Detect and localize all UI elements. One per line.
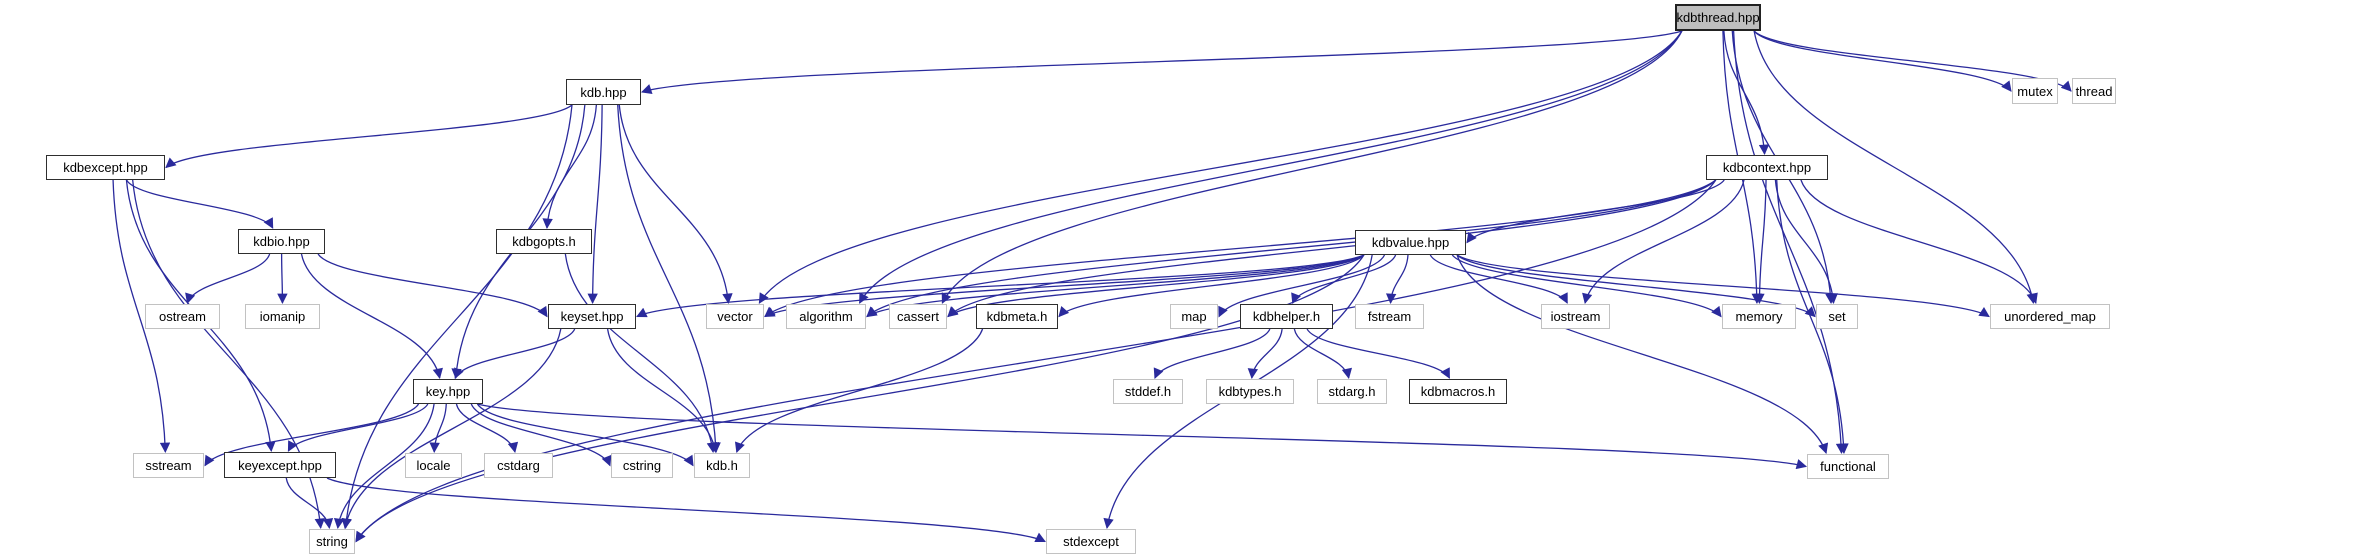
graph-edge-kdb-hpp-to-kdbgopts-h (542, 104, 598, 230)
graph-edge-kdbvalue-hpp-to-fstream (1385, 254, 1409, 305)
graph-edge-kdbcontext-hpp-to-unordered-map (1800, 179, 2038, 304)
node-sstream: sstream (133, 453, 204, 478)
node-kdbexcept-hpp[interactable]: kdbexcept.hpp (46, 155, 165, 180)
graph-edge-kdbcontext-hpp-to-cassert (947, 179, 1717, 318)
node-kdbvalue-hpp[interactable]: kdbvalue.hpp (1355, 230, 1466, 255)
node-key-hpp[interactable]: key.hpp (413, 379, 483, 404)
graph-edge-kdbcontext-hpp-to-algorithm (866, 179, 1717, 318)
graph-edge-key-hpp-to-kdb-h (476, 403, 694, 467)
graph-edge-key-hpp-to-functional (477, 403, 1808, 470)
node-cassert: cassert (889, 304, 947, 329)
graph-edge-kdbcontext-hpp-to-string (355, 179, 1717, 543)
node-kdbmacros-h[interactable]: kdbmacros.h (1409, 379, 1507, 404)
node-functional: functional (1807, 454, 1889, 479)
graph-edge-keyset-hpp-to-key-hpp (454, 328, 576, 379)
graph-edge-kdbvalue-hpp-to-map (1218, 254, 1386, 318)
graph-edge-kdbvalue-hpp-to-keyset-hpp (636, 254, 1365, 318)
node-kdbcontext-hpp[interactable]: kdbcontext.hpp (1706, 155, 1828, 180)
graph-edge-key-hpp-to-keyexcept-hpp (287, 403, 429, 452)
node-thread: thread (2072, 78, 2116, 104)
graph-edge-kdbvalue-hpp-to-kdbhelper-h (1291, 254, 1397, 304)
node-set: set (1816, 304, 1858, 329)
node-memory: memory (1722, 304, 1796, 329)
node-string: string (309, 529, 355, 554)
graph-edge-kdbcontext-hpp-to-set (1774, 179, 1838, 305)
graph-edge-kdbio-hpp-to-ostream (185, 253, 271, 304)
node-unordered-map: unordered_map (1990, 304, 2110, 329)
graph-edge-kdbgopts-h-to-kdb-h (564, 253, 718, 454)
node-keyexcept-hpp[interactable]: keyexcept.hpp (224, 452, 336, 478)
graph-edge-kdbhelper-h-to-stdarg-h (1293, 328, 1352, 380)
node-algorithm: algorithm (786, 304, 866, 329)
node-fstream: fstream (1355, 304, 1424, 329)
graph-edge-key-hpp-to-locale (429, 403, 447, 454)
node-stddef-h: stddef.h (1113, 379, 1183, 404)
graph-edge-kdbcontext-hpp-to-vector (764, 179, 1717, 318)
graph-edge-kdbhelper-h-to-kdbtypes-h (1247, 328, 1283, 380)
graph-edge-key-hpp-to-sstream (204, 403, 420, 467)
graph-edge-kdbvalue-hpp-to-unordered-map (1456, 254, 1990, 318)
graph-edge-kdbhelper-h-to-stddef-h (1153, 328, 1271, 379)
node-map: map (1170, 304, 1218, 329)
graph-edge-kdbvalue-hpp-to-kdbmeta-h (1058, 254, 1365, 318)
graph-edge-kdb-hpp-to-vector (618, 104, 733, 305)
graph-edge-kdbhelper-h-to-kdbmacros-h (1306, 328, 1451, 379)
graph-edge-kdbvalue-hpp-to-iostream (1429, 254, 1568, 304)
node-ostream: ostream (145, 304, 220, 329)
graph-edge-kdbthread-hpp-to-unordered-map (1753, 30, 2037, 305)
node-stdexcept: stdexcept (1046, 529, 1136, 554)
node-kdbhelper-h[interactable]: kdbhelper.h (1240, 304, 1333, 329)
graph-edge-kdbexcept-hpp-to-sstream (112, 179, 171, 454)
graph-edge-kdbexcept-hpp-to-kdbio-hpp (126, 179, 274, 229)
node-kdb-hpp[interactable]: kdb.hpp (566, 79, 641, 105)
graph-edge-keyexcept-hpp-to-stdexcept (326, 477, 1046, 543)
node-iomanip: iomanip (245, 304, 320, 329)
graph-edge-keyset-hpp-to-kdb-h (606, 328, 720, 454)
graph-edge-kdb-hpp-to-kdbexcept-hpp (165, 104, 573, 169)
graph-edge-key-hpp-to-cstring (470, 403, 612, 467)
node-kdbio-hpp[interactable]: kdbio.hpp (238, 229, 325, 254)
node-kdb-h: kdb.h (694, 453, 750, 478)
node-cstdarg: cstdarg (484, 453, 553, 478)
graph-edge-key-hpp-to-string (333, 403, 435, 530)
node-keyset-hpp[interactable]: keyset.hpp (548, 304, 636, 329)
graph-edge-kdbvalue-hpp-to-memory (1451, 254, 1722, 318)
node-kdbthread-hpp: kdbthread.hpp (1675, 4, 1761, 31)
graph-edge-kdbio-hpp-to-key-hpp (300, 253, 443, 380)
graph-edge-kdbio-hpp-to-iomanip (277, 253, 288, 305)
graph-edge-kdbvalue-hpp-to-functional (1456, 254, 1829, 454)
graph-edge-keyexcept-hpp-to-string (285, 477, 334, 530)
graph-edge-kdbthread-hpp-to-mutex (1753, 30, 2012, 92)
graph-edge-kdb-hpp-to-string (341, 104, 573, 530)
node-kdbtypes-h: kdbtypes.h (1206, 379, 1294, 404)
node-iostream: iostream (1541, 304, 1610, 329)
graph-edge-kdb-hpp-to-keyset-hpp (587, 104, 603, 305)
node-locale: locale (405, 453, 462, 478)
node-kdbgopts-h[interactable]: kdbgopts.h (496, 229, 592, 254)
node-kdbmeta-h[interactable]: kdbmeta.h (976, 304, 1058, 329)
node-cstring: cstring (611, 453, 673, 478)
graph-edge-key-hpp-to-cstdarg (455, 403, 519, 454)
node-mutex: mutex (2012, 78, 2058, 104)
graph-edge-keyset-hpp-to-string (341, 328, 562, 530)
graph-edge-kdbcontext-hpp-to-iostream (1582, 179, 1745, 305)
graph-edge-kdbthread-hpp-to-vector (758, 30, 1683, 304)
node-stdarg-h: stdarg.h (1317, 379, 1387, 404)
graph-edge-kdbthread-hpp-to-kdb-hpp (641, 30, 1683, 95)
graph-edge-kdbthread-hpp-to-cassert (941, 30, 1683, 304)
graph-edge-kdbthread-hpp-to-algorithm (859, 30, 1683, 304)
graph-edge-kdbcontext-hpp-to-memory (1754, 179, 1767, 305)
node-vector: vector (706, 304, 764, 329)
graph-edge-kdbmeta-h-to-kdb-h (735, 328, 984, 453)
graph-edge-kdbthread-hpp-to-functional (1732, 30, 1847, 455)
graph-edge-kdb-hpp-to-kdb-h (617, 104, 721, 454)
graph-edge-kdbio-hpp-to-keyset-hpp (317, 253, 548, 318)
